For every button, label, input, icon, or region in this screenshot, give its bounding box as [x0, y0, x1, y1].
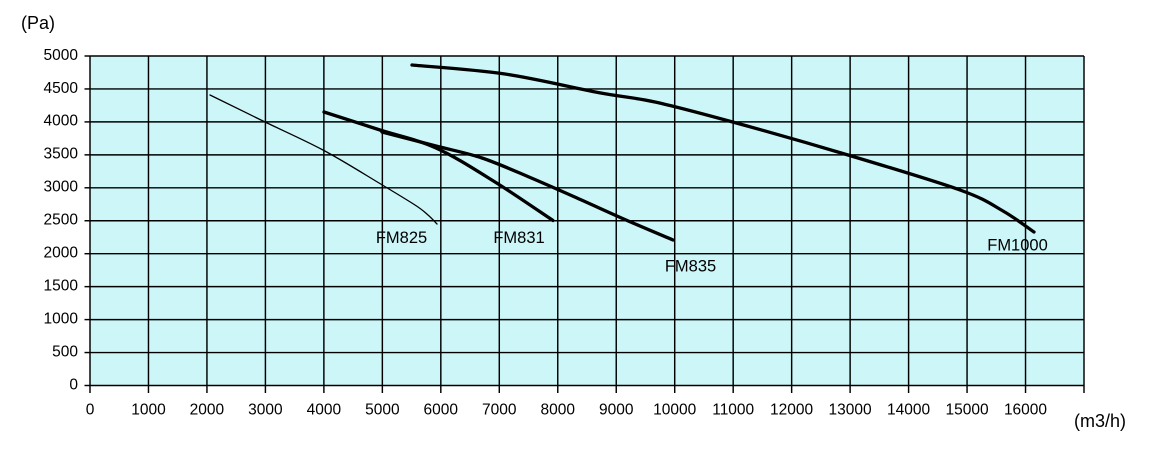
svg-text:2000: 2000	[44, 245, 79, 262]
svg-text:3000: 3000	[44, 179, 79, 196]
svg-text:2500: 2500	[44, 212, 79, 229]
svg-text:(Pa): (Pa)	[21, 13, 55, 33]
svg-text:4000: 4000	[307, 402, 342, 419]
svg-text:10000: 10000	[653, 402, 696, 419]
svg-text:0: 0	[86, 402, 95, 419]
svg-text:1500: 1500	[44, 278, 79, 295]
svg-text:4000: 4000	[44, 113, 79, 130]
svg-text:9000: 9000	[599, 402, 634, 419]
svg-text:3000: 3000	[248, 402, 283, 419]
svg-text:1000: 1000	[44, 310, 79, 327]
svg-text:13000: 13000	[829, 402, 872, 419]
svg-text:7000: 7000	[482, 402, 517, 419]
svg-text:2000: 2000	[190, 402, 225, 419]
svg-text:5000: 5000	[44, 47, 79, 64]
svg-text:FM831: FM831	[493, 229, 544, 247]
svg-text:15000: 15000	[946, 402, 989, 419]
svg-text:3500: 3500	[44, 146, 79, 163]
svg-text:6000: 6000	[424, 402, 459, 419]
svg-text:5000: 5000	[365, 402, 400, 419]
svg-text:(m3/h): (m3/h)	[1074, 411, 1126, 431]
svg-text:8000: 8000	[541, 402, 576, 419]
svg-text:1000: 1000	[131, 402, 166, 419]
svg-text:4500: 4500	[44, 80, 79, 97]
svg-text:FM1000: FM1000	[987, 237, 1048, 255]
svg-text:FM835: FM835	[665, 258, 716, 276]
svg-text:0: 0	[69, 376, 78, 393]
svg-text:14000: 14000	[887, 402, 930, 419]
svg-text:FM825: FM825	[376, 229, 427, 247]
svg-text:12000: 12000	[770, 402, 813, 419]
svg-text:11000: 11000	[712, 402, 754, 419]
svg-text:16000: 16000	[1004, 402, 1047, 419]
svg-text:500: 500	[52, 343, 78, 360]
